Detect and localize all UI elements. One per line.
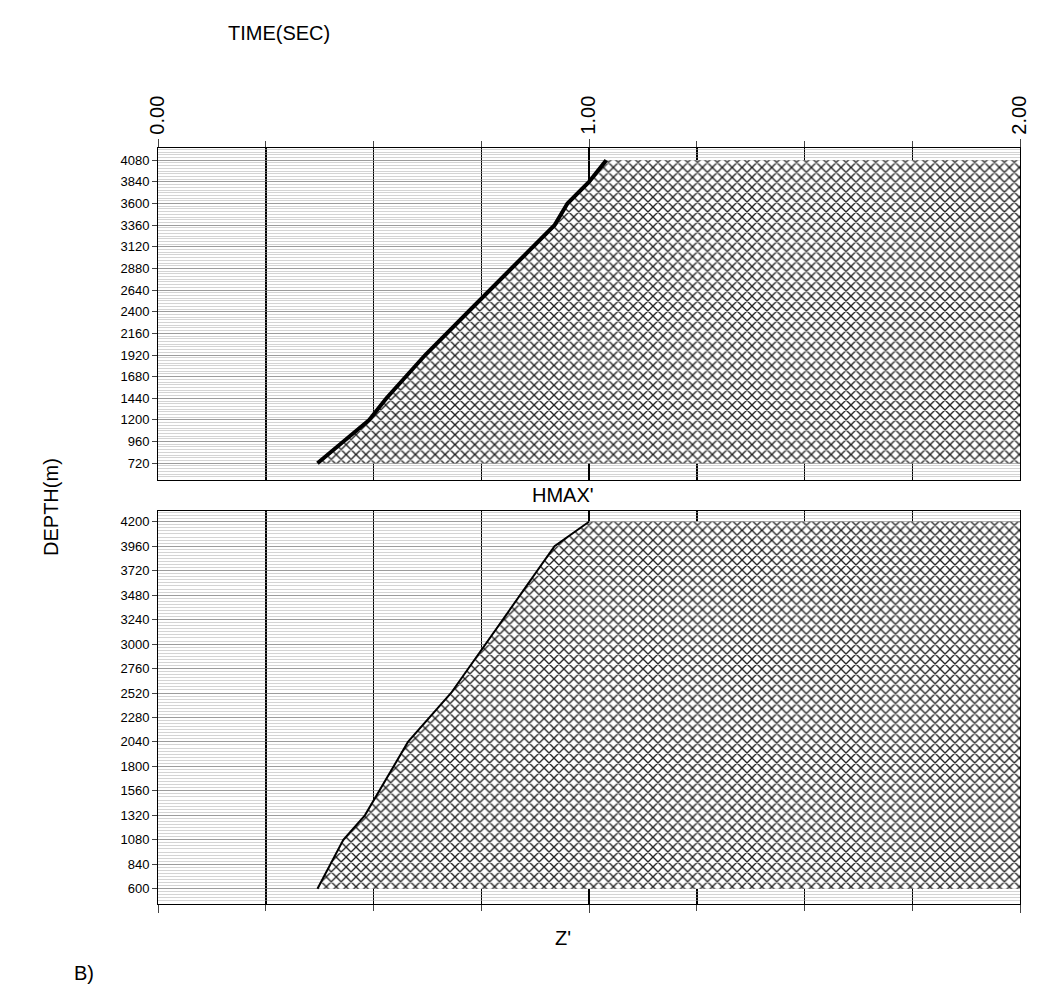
svg-text:TIME(SEC): TIME(SEC) — [228, 22, 330, 44]
svg-text:B): B) — [74, 962, 94, 984]
svg-text:DEPTH(m): DEPTH(m) — [40, 458, 62, 556]
svg-text:960: 960 — [128, 434, 150, 449]
svg-text:840: 840 — [128, 857, 150, 872]
svg-text:4080: 4080 — [120, 153, 149, 168]
svg-text:1200: 1200 — [120, 412, 149, 427]
svg-text:1680: 1680 — [120, 369, 149, 384]
svg-text:1560: 1560 — [120, 783, 149, 798]
svg-text:3840: 3840 — [120, 174, 149, 189]
svg-text:2760: 2760 — [120, 661, 149, 676]
svg-text:1320: 1320 — [120, 808, 149, 823]
svg-text:600: 600 — [128, 881, 150, 896]
svg-text:HMAX': HMAX' — [532, 484, 594, 506]
svg-text:2520: 2520 — [120, 686, 149, 701]
svg-text:720: 720 — [128, 456, 150, 471]
svg-text:2640: 2640 — [120, 283, 149, 298]
svg-text:3600: 3600 — [120, 196, 149, 211]
svg-text:3000: 3000 — [120, 637, 149, 652]
svg-text:1920: 1920 — [120, 348, 149, 363]
svg-text:3360: 3360 — [120, 218, 149, 233]
svg-text:3960: 3960 — [120, 539, 149, 554]
svg-text:2040: 2040 — [120, 734, 149, 749]
svg-text:2160: 2160 — [120, 326, 149, 341]
svg-text:2.00: 2.00 — [1009, 96, 1031, 135]
svg-text:2400: 2400 — [120, 304, 149, 319]
svg-text:1440: 1440 — [120, 391, 149, 406]
svg-text:1800: 1800 — [120, 759, 149, 774]
svg-text:3120: 3120 — [120, 239, 149, 254]
svg-text:2280: 2280 — [120, 710, 149, 725]
svg-text:4200: 4200 — [120, 514, 149, 529]
svg-text:Z': Z' — [555, 927, 571, 949]
svg-text:2880: 2880 — [120, 261, 149, 276]
svg-text:3720: 3720 — [120, 563, 149, 578]
svg-text:3480: 3480 — [120, 588, 149, 603]
svg-text:1080: 1080 — [120, 832, 149, 847]
svg-text:0.00: 0.00 — [147, 96, 169, 135]
svg-text:1.00: 1.00 — [578, 96, 600, 135]
svg-text:3240: 3240 — [120, 612, 149, 627]
